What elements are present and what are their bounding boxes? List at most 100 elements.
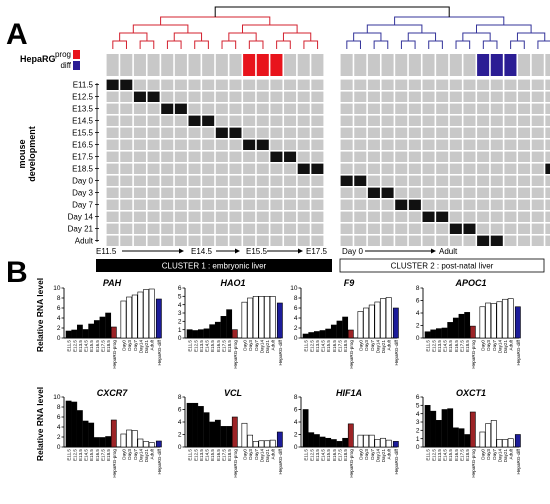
- cluster1-cell: [133, 223, 146, 234]
- x-tick-label: E17.5: [101, 340, 106, 352]
- cluster1-cell: [202, 211, 215, 222]
- cluster2-cell: [340, 175, 353, 186]
- cluster2-cell: [463, 127, 476, 138]
- cluster1-cell: [120, 187, 133, 198]
- cluster1-cell: [297, 235, 310, 246]
- cluster2-heparg-cell: [381, 54, 394, 76]
- cluster1-cell: [106, 103, 119, 114]
- cluster1-cell: [174, 187, 187, 198]
- bar: [490, 420, 497, 448]
- cluster1-cell: [161, 175, 174, 186]
- cluster1-cell: [243, 139, 256, 150]
- bar: [347, 329, 354, 339]
- cluster1-cell: [161, 223, 174, 234]
- cluster1-cell: [106, 115, 119, 126]
- cluster1-cell: [256, 199, 269, 210]
- cluster1-dendrogram-branch: [276, 40, 291, 49]
- cluster1-cell: [133, 127, 146, 138]
- y-tick-label: 8: [57, 295, 61, 302]
- cluster2-cell: [463, 115, 476, 126]
- x-tick-label: Day3: [486, 449, 491, 460]
- cluster2-cell: [463, 199, 476, 210]
- cluster2-cell: [422, 151, 435, 162]
- cluster2-cell: [463, 235, 476, 246]
- cluster2-cell: [395, 151, 408, 162]
- x-tick-label: E13.5: [78, 340, 83, 352]
- cluster2-cell: [367, 103, 380, 114]
- bar: [302, 333, 309, 339]
- cluster1-cell: [284, 163, 297, 174]
- cluster2-cell: [367, 151, 380, 162]
- cluster1-cell: [161, 199, 174, 210]
- x-tick-label: Day0: [358, 340, 363, 351]
- cluster1-cell: [297, 151, 310, 162]
- x-tick-label: E13.5: [315, 449, 320, 461]
- cluster1-timeline-label: E17.5: [306, 247, 327, 256]
- bar: [269, 296, 276, 339]
- bar-chart-apoc1: APOC1 0 2 4 6 8 E11.5 E12.5 E13.5 E14.5 E15.5 E16.5…: [416, 278, 521, 369]
- cluster2-cell: [354, 103, 367, 114]
- cluster2-cell: [463, 103, 476, 114]
- cluster2-cell: [504, 91, 517, 102]
- bar: [452, 427, 459, 448]
- bar: [308, 432, 315, 448]
- cluster1-dendrogram-branch: [112, 40, 127, 49]
- cluster2-cell: [408, 187, 421, 198]
- cluster2-cell: [504, 211, 517, 222]
- y-tick-label: 1: [178, 327, 182, 334]
- bar: [186, 329, 193, 339]
- y-tick-label: 0: [57, 444, 61, 451]
- x-tick-label: E11.5: [67, 340, 72, 352]
- chart-title: OXCT1: [456, 388, 486, 398]
- cluster1-cell: [161, 211, 174, 222]
- cluster2-cell: [531, 127, 544, 138]
- bar: [88, 323, 95, 339]
- cluster2-cell: [381, 211, 394, 222]
- x-tick-label: E15.5: [326, 340, 331, 352]
- cluster1-cell: [161, 235, 174, 246]
- cluster2-cell: [340, 115, 353, 126]
- cluster2-cell: [422, 115, 435, 126]
- cluster1-cell: [270, 139, 283, 150]
- x-tick-label: E18.5: [227, 449, 232, 461]
- cluster2-cell: [449, 175, 462, 186]
- cluster1-cell: [243, 115, 256, 126]
- cluster2-timeline-start: Day 0: [342, 247, 363, 256]
- y-tick-label: 4: [178, 302, 182, 309]
- cluster2-cell: [504, 127, 517, 138]
- x-tick-label: E15.5: [210, 340, 215, 352]
- cluster1-cell: [311, 223, 324, 234]
- cluster2-cell: [545, 103, 550, 114]
- cluster2-cell: [545, 115, 550, 126]
- cluster2-cell: [436, 211, 449, 222]
- y-tick-label: 8: [294, 295, 298, 302]
- cluster2-cell: [354, 199, 367, 210]
- bar: [241, 422, 248, 448]
- cluster2-cell: [449, 163, 462, 174]
- cluster1-cell: [297, 79, 310, 90]
- cluster2-cell: [477, 91, 490, 102]
- cluster1-cell: [174, 211, 187, 222]
- cluster1-heparg-cell: [174, 54, 187, 76]
- bar: [77, 410, 83, 448]
- bar: [231, 416, 238, 448]
- bar: [368, 434, 375, 448]
- cluster1-cell: [243, 187, 256, 198]
- cluster1-cell: [120, 235, 133, 246]
- cluster1-cell: [229, 79, 242, 90]
- bar: [110, 419, 117, 448]
- cluster2-cell: [518, 175, 531, 186]
- cluster2-cell: [395, 115, 408, 126]
- bar: [120, 300, 127, 339]
- x-tick-label: Day21: [144, 340, 149, 354]
- x-tick-label: E18.5: [343, 449, 348, 461]
- x-tick-label: Day21: [144, 449, 149, 463]
- y-tick-label: 1: [416, 436, 420, 443]
- cluster2-cell: [518, 151, 531, 162]
- bar: [264, 440, 270, 448]
- cluster1-box: [96, 259, 332, 272]
- bar: [276, 302, 283, 339]
- cluster1-cell: [270, 91, 283, 102]
